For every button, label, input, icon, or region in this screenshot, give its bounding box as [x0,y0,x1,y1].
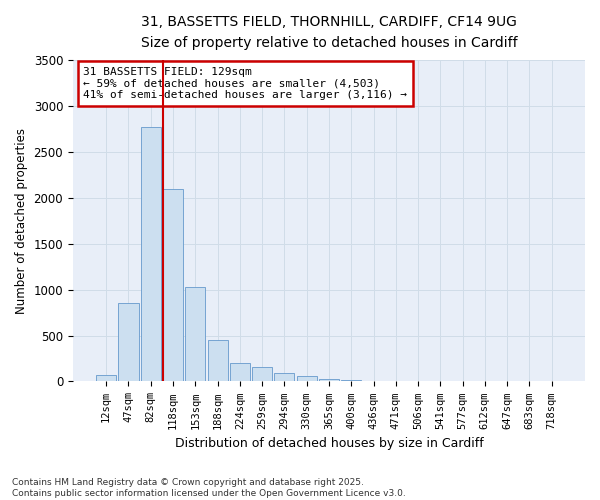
Bar [364,380,383,382]
Bar [163,189,183,382]
Text: Contains HM Land Registry data © Crown copyright and database right 2025.
Contai: Contains HM Land Registry data © Crown c… [12,478,406,498]
Bar [96,374,116,382]
Bar [118,304,139,382]
Y-axis label: Number of detached properties: Number of detached properties [15,128,28,314]
X-axis label: Distribution of detached houses by size in Cardiff: Distribution of detached houses by size … [175,437,484,450]
Bar [208,340,227,382]
Bar [141,127,161,382]
Title: 31, BASSETTS FIELD, THORNHILL, CARDIFF, CF14 9UG
Size of property relative to de: 31, BASSETTS FIELD, THORNHILL, CARDIFF, … [140,15,517,50]
Bar [319,378,339,382]
Bar [185,287,205,382]
Bar [252,367,272,382]
Bar [341,380,361,382]
Bar [274,373,295,382]
Bar [230,362,250,382]
Bar [296,376,317,382]
Text: 31 BASSETTS FIELD: 129sqm
← 59% of detached houses are smaller (4,503)
41% of se: 31 BASSETTS FIELD: 129sqm ← 59% of detac… [83,67,407,100]
